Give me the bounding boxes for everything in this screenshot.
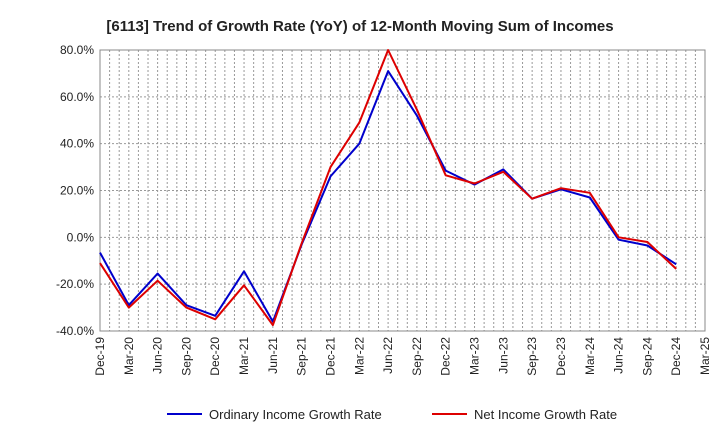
x-tick-label: Sep-23	[525, 337, 539, 376]
y-tick-label: 80.0%	[60, 43, 94, 57]
x-tick-label: Mar-25	[698, 337, 712, 375]
y-tick-label: 0.0%	[67, 230, 95, 244]
x-tick-label: Jun-22	[381, 337, 395, 374]
x-tick-label: Jun-20	[151, 337, 165, 374]
y-tick-label: 20.0%	[60, 184, 94, 198]
x-tick-label: Dec-24	[669, 337, 683, 376]
x-tick-label: Jun-24	[612, 337, 626, 374]
x-tick-label: Sep-21	[295, 337, 309, 376]
y-tick-label: 60.0%	[60, 90, 94, 104]
legend: Ordinary Income Growth Rate Net Income Gr…	[167, 407, 617, 422]
x-tick-label: Jun-23	[496, 337, 510, 374]
x-tick-label: Sep-20	[179, 337, 193, 376]
x-tick-label: Mar-24	[583, 337, 597, 375]
x-tick-label: Dec-23	[554, 337, 568, 376]
legend-label-1: Net Income Growth Rate	[474, 407, 617, 422]
x-tick-label: Mar-20	[122, 337, 136, 375]
x-tick-label: Dec-21	[323, 337, 337, 376]
x-tick-label: Dec-22	[439, 337, 453, 376]
x-tick-label: Dec-19	[93, 337, 107, 376]
y-tick-label: -40.0%	[56, 324, 94, 338]
legend-label-0: Ordinary Income Growth Rate	[209, 407, 382, 422]
x-tick-label: Mar-23	[468, 337, 482, 375]
x-tick-label: Sep-24	[640, 337, 654, 376]
x-tick-label: Sep-22	[410, 337, 424, 376]
x-tick-label: Dec-20	[208, 337, 222, 376]
x-tick-label: Jun-21	[266, 337, 280, 374]
x-tick-label: Mar-22	[352, 337, 366, 375]
chart-title: [6113] Trend of Growth Rate (YoY) of 12-…	[106, 18, 613, 35]
y-tick-label: -20.0%	[56, 277, 94, 291]
series-group	[99, 49, 677, 327]
x-tick-label: Mar-21	[237, 337, 251, 375]
x-axis: Dec-19 Mar-20 Jun-20 Sep-20 Dec-20 Mar-21 Jun-…	[93, 337, 712, 376]
y-tick-label: 40.0%	[60, 137, 94, 151]
plot-frame	[99, 49, 706, 332]
y-axis: 80.0% 60.0% 40.0% 20.0% 0.0% -20.0% -40.0%	[56, 43, 94, 338]
